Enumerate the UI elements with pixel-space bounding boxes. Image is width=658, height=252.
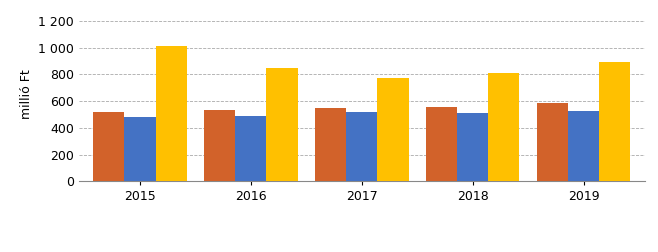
Bar — [93, 112, 124, 181]
Bar — [205, 110, 236, 181]
Bar — [599, 62, 630, 181]
Bar — [236, 116, 266, 181]
Bar — [266, 68, 297, 181]
Bar — [569, 111, 599, 181]
Bar — [378, 78, 409, 181]
Bar — [155, 46, 187, 181]
Bar — [537, 104, 569, 181]
Bar — [488, 73, 519, 181]
Bar — [346, 112, 378, 181]
Bar — [426, 107, 457, 181]
Bar — [124, 117, 155, 181]
Bar — [315, 108, 346, 181]
Y-axis label: millió Ft: millió Ft — [20, 70, 33, 119]
Bar — [457, 113, 488, 181]
